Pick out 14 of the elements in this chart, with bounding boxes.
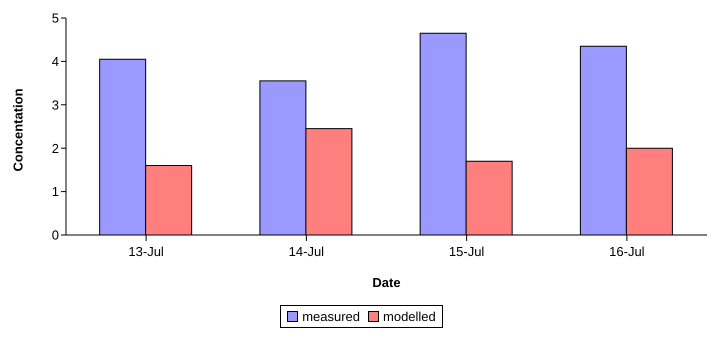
legend-label: modelled — [382, 309, 436, 324]
y-tick-label: 1 — [52, 184, 59, 200]
x-tick-label: 16-Jul — [609, 244, 645, 260]
x-axis-title: Date — [372, 275, 401, 290]
x-tick-label: 13-Jul — [128, 244, 164, 260]
y-tick-label: 4 — [52, 54, 59, 70]
y-tick-label: 3 — [52, 97, 59, 112]
y-tick-label: 2 — [52, 140, 59, 156]
y-tick-label: 5 — [52, 10, 59, 26]
y-axis-title: Concentation — [10, 88, 26, 172]
x-tick-label: 15-Jul — [448, 244, 484, 260]
y-tick-label: 0 — [52, 228, 59, 243]
legend-label: measured — [301, 309, 360, 324]
x-tick-label: 14-Jul — [288, 244, 324, 260]
